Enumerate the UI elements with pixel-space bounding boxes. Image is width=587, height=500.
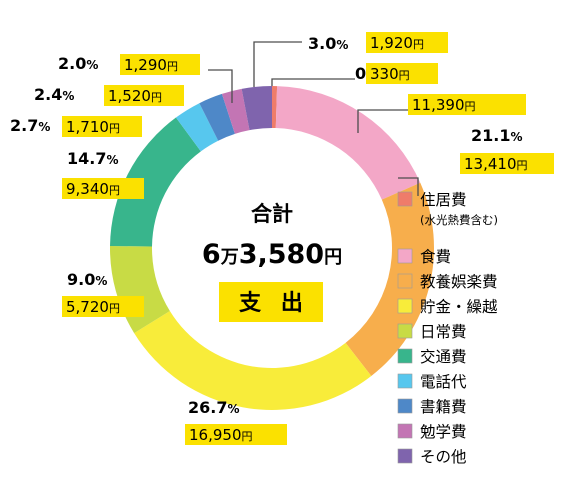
center-summary: 合計 6万3,580円 支 出 xyxy=(202,202,342,322)
percent-label-9: 3.0% xyxy=(308,34,348,53)
legend-swatch-7 xyxy=(397,398,413,414)
amount-label-bg-6 xyxy=(62,116,142,137)
leader-line-9 xyxy=(253,41,302,87)
total-yen-unit: 円 xyxy=(324,247,342,268)
legend-swatch-8 xyxy=(397,423,413,439)
legend-label-4: 日常費 xyxy=(420,323,467,341)
slice-6 xyxy=(175,103,219,152)
legend-swatch-9 xyxy=(397,448,413,464)
leader-line-0 xyxy=(271,78,355,86)
legend-swatch-6 xyxy=(397,373,413,389)
amount-label-bg-9 xyxy=(366,32,448,53)
legend-label-0: 住居費 xyxy=(420,191,467,209)
legend-swatch-5 xyxy=(397,348,413,364)
percent-label-3: 26.7% xyxy=(188,398,240,417)
slice-labels: 0.5%330円17.9%11,390円21.1%13,410円26.7%16,… xyxy=(10,32,554,445)
legend-swatch-1 xyxy=(397,248,413,264)
amount-label-bg-3 xyxy=(185,424,287,445)
percent-label-4: 9.0% xyxy=(67,270,107,289)
slice-1 xyxy=(275,86,421,200)
slice-3 xyxy=(134,311,372,411)
legend-swatch-0 xyxy=(397,191,413,207)
legend-label-9: その他 xyxy=(420,448,467,466)
legend-label-5: 交通費 xyxy=(420,348,467,366)
center-title: 合計 xyxy=(251,202,293,226)
amount-label-9: 1,920円 xyxy=(370,34,424,52)
slice-7 xyxy=(199,93,235,141)
amount-label-bg-5 xyxy=(62,178,144,199)
legend: 住居費 (水光熱費含む) 食費教養娯楽費貯金・繰越日常費交通費電話代書籍費勉学費その… xyxy=(397,191,498,466)
leader-line-2 xyxy=(398,177,419,196)
expense-badge-text: 支 出 xyxy=(239,291,309,316)
amount-label-1: 11,390円 xyxy=(412,96,476,114)
leader-lines xyxy=(208,41,427,196)
legend-swatch-2 xyxy=(397,273,413,289)
amount-label-7: 1,520円 xyxy=(108,87,162,105)
amount-label-bg-8 xyxy=(120,54,200,75)
center-total: 6万3,580円 xyxy=(202,239,342,270)
amount-label-5: 9,340円 xyxy=(66,180,120,198)
amount-label-bg-2 xyxy=(460,153,554,174)
expense-badge-bg xyxy=(219,282,323,322)
amount-label-bg-0 xyxy=(366,63,438,84)
amount-label-bg-7 xyxy=(104,85,184,106)
slice-8 xyxy=(221,88,250,134)
legend-label-1: 食費 xyxy=(420,248,451,266)
amount-label-0: 330円 xyxy=(370,65,410,83)
amount-label-4: 5,720円 xyxy=(66,298,120,316)
legend-label-3: 貯金・繰越 xyxy=(420,298,498,316)
legend-label-7: 書籍費 xyxy=(420,398,467,416)
legend-sublabel-0: (水光熱費含む) xyxy=(420,213,498,227)
leader-line-8 xyxy=(208,69,233,103)
amount-label-2: 13,410円 xyxy=(464,155,528,173)
amount-label-8: 1,290円 xyxy=(124,56,178,74)
legend-label-6: 電話代 xyxy=(420,373,467,391)
total-rest-digits: 3,580 xyxy=(239,239,324,270)
slice-5 xyxy=(110,117,201,247)
amount-label-bg-1 xyxy=(408,94,526,115)
amount-label-3: 16,950円 xyxy=(189,426,253,444)
percent-label-6: 2.7% xyxy=(10,116,50,135)
percent-label-8: 2.0% xyxy=(58,54,98,73)
legend-swatch-3 xyxy=(397,298,413,314)
legend-label-8: 勉学費 xyxy=(420,423,467,441)
total-man-digit: 6 xyxy=(202,239,221,270)
amount-label-bg-4 xyxy=(62,296,144,317)
percent-label-2: 21.1% xyxy=(471,126,523,145)
leader-line-1 xyxy=(357,109,427,133)
slice-9 xyxy=(241,86,272,131)
amount-label-6: 1,710円 xyxy=(66,118,120,136)
percent-label-7: 2.4% xyxy=(34,85,74,104)
total-man-unit: 万 xyxy=(220,247,239,268)
slice-0 xyxy=(272,86,278,129)
percent-label-5: 14.7% xyxy=(67,149,119,168)
legend-label-2: 教養娯楽費 xyxy=(420,273,498,291)
legend-swatch-4 xyxy=(397,323,413,339)
